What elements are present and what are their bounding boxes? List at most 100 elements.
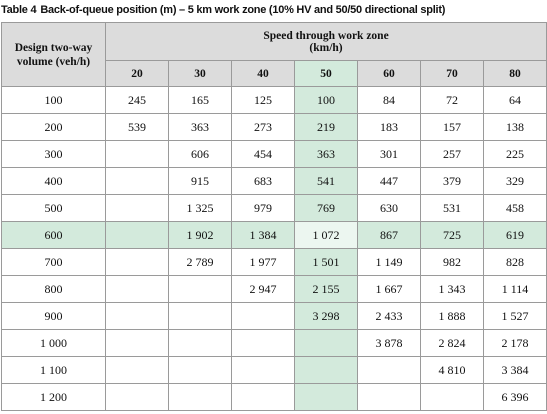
value-cell: 379 — [420, 167, 484, 195]
value-cell: 257 — [420, 140, 484, 168]
value-cell: 165 — [168, 86, 232, 114]
value-cell: 1 114 — [482, 275, 547, 303]
value-cell: 1 977 — [231, 248, 295, 276]
value-cell — [105, 248, 169, 276]
value-cell — [105, 140, 169, 168]
value-cell: 100 — [294, 86, 358, 114]
value-cell — [168, 329, 232, 357]
value-cell: 915 — [168, 167, 232, 195]
value-cell: 245 — [105, 86, 169, 114]
volume-cell: 300 — [1, 140, 106, 168]
value-cell: 979 — [231, 194, 295, 222]
volume-cell: 1 100 — [1, 356, 106, 384]
value-cell: 531 — [420, 194, 484, 222]
value-cell: 447 — [357, 167, 421, 195]
value-cell: 1 149 — [357, 248, 421, 276]
table-row: 1 000 3 878 2 824 2 178 — [1, 329, 547, 357]
value-cell — [294, 329, 358, 357]
value-cell: 2 824 — [420, 329, 484, 357]
table-row: 700 2 789 1 977 1 501 1 149 982 828 — [1, 248, 547, 276]
value-cell: 363 — [294, 140, 358, 168]
value-cell — [105, 194, 169, 222]
value-cell — [105, 275, 169, 303]
value-cell — [231, 356, 295, 384]
value-cell: 1 902 — [168, 221, 232, 249]
volume-cell: 200 — [1, 113, 106, 141]
speed-label: 70 — [420, 60, 484, 87]
value-cell: 1 888 — [420, 302, 484, 330]
value-cell: 1 325 — [168, 194, 232, 222]
speed-row: 20 30 40 50 60 70 80 — [2, 60, 547, 87]
value-cell: 183 — [357, 113, 421, 141]
value-cell — [420, 383, 484, 411]
value-cell: 982 — [420, 248, 484, 276]
value-cell: 2 155 — [294, 275, 358, 303]
value-cell — [105, 329, 169, 357]
value-cell: 454 — [231, 140, 295, 168]
header-row: Design two-way volume (veh/h) Speed thro… — [1, 22, 547, 87]
value-cell: 301 — [357, 140, 421, 168]
value-cell: 273 — [231, 113, 295, 141]
value-cell: 630 — [357, 194, 421, 222]
value-cell — [168, 356, 232, 384]
table-title: Table 4 Back-of-queue position (m) – 5 km… — [0, 0, 547, 22]
value-cell: 828 — [482, 248, 547, 276]
table-row: 500 1 325 979 769 630 531 458 — [1, 194, 547, 222]
value-cell: 3 384 — [482, 356, 547, 384]
speed-heading-text: Speed through work zone — [263, 29, 389, 42]
value-cell: 683 — [231, 167, 295, 195]
value-cell: 606 — [168, 140, 232, 168]
speed-label: 30 — [168, 60, 232, 87]
table-label: Table 4 — [1, 4, 37, 16]
table-row: 600 1 902 1 384 1 072 867 725 619 — [1, 221, 547, 249]
table-head: Design two-way volume (veh/h) Speed thro… — [1, 22, 547, 87]
volume-cell: 600 — [1, 221, 106, 249]
table-row: 900 3 298 2 433 1 888 1 527 — [1, 302, 547, 330]
value-cell: 3 878 — [357, 329, 421, 357]
value-cell — [357, 356, 421, 384]
value-cell — [294, 356, 358, 384]
value-cell: 138 — [482, 113, 547, 141]
value-cell: 4 810 — [420, 356, 484, 384]
volume-cell: 1 000 — [1, 329, 106, 357]
value-cell: 2 947 — [231, 275, 295, 303]
value-cell: 1 072 — [294, 221, 358, 249]
value-cell: 769 — [294, 194, 358, 222]
value-cell: 125 — [231, 86, 295, 114]
title-text: Back-of-queue position (m) – 5 km work z… — [40, 4, 446, 16]
value-cell — [105, 356, 169, 384]
volume-cell: 800 — [1, 275, 106, 303]
value-cell: 3 298 — [294, 302, 358, 330]
value-cell — [168, 275, 232, 303]
value-cell: 619 — [482, 221, 547, 249]
value-cell — [231, 329, 295, 357]
value-cell: 1 527 — [482, 302, 547, 330]
table-row: 1 100 4 810 3 384 — [1, 356, 547, 384]
volume-cell: 500 — [1, 194, 106, 222]
table-body: 100 245 165 125 100 84 72 64 200 539 363 273 219 183 1… — [1, 86, 547, 411]
speed-label: 50 — [294, 60, 358, 87]
value-cell — [231, 302, 295, 330]
table-row: 800 2 947 2 155 1 667 1 343 1 114 — [1, 275, 547, 303]
value-cell — [231, 383, 295, 411]
value-cell: 6 396 — [482, 383, 547, 411]
value-cell — [294, 383, 358, 411]
value-cell: 84 — [357, 86, 421, 114]
value-cell — [105, 221, 169, 249]
volume-cell: 900 — [1, 302, 106, 330]
value-cell — [168, 383, 232, 411]
speed-label: 40 — [231, 60, 295, 87]
volume-cell: 700 — [1, 248, 106, 276]
value-cell — [357, 383, 421, 411]
value-cell: 2 789 — [168, 248, 232, 276]
value-cell: 2 178 — [482, 329, 547, 357]
speed-label: 80 — [482, 60, 547, 87]
value-cell: 1 384 — [231, 221, 295, 249]
value-cell — [105, 383, 169, 411]
table-row: 200 539 363 273 219 183 157 138 — [1, 113, 547, 141]
value-cell: 2 433 — [357, 302, 421, 330]
value-cell: 539 — [105, 113, 169, 141]
speed-label: 20 — [105, 60, 169, 87]
volume-cell: 100 — [1, 86, 106, 114]
